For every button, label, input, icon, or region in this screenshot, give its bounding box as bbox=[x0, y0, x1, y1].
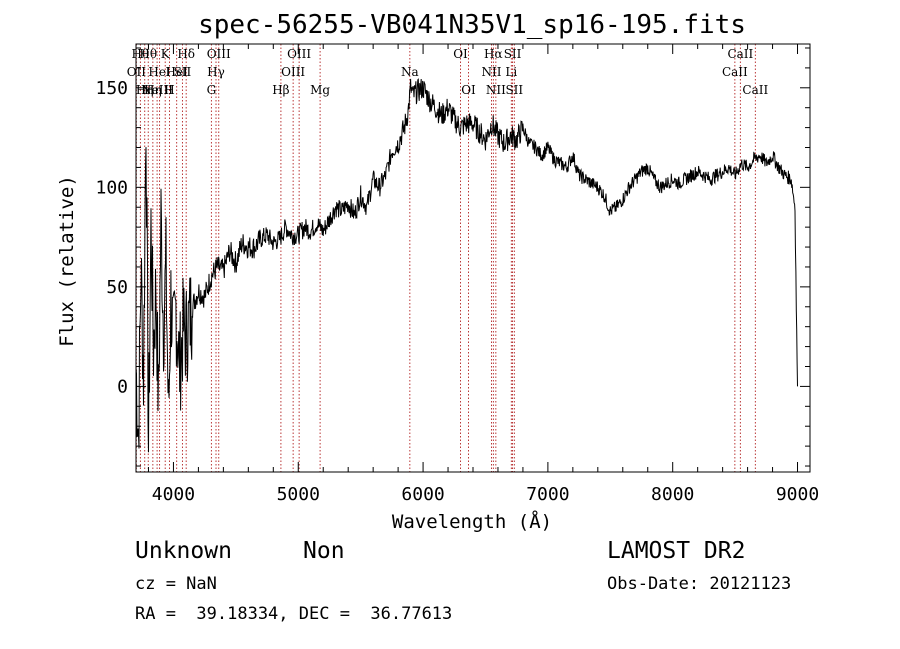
emission-line-label: OIII bbox=[207, 47, 231, 61]
line-labels: OIIHθHηHθHηNeIIIHeIKHHeISIIHδGHγOIIIHβOI… bbox=[127, 47, 769, 97]
survey-name: LAMOST DR2 bbox=[607, 538, 746, 564]
redshift-text: cz = NaN bbox=[135, 574, 217, 594]
emission-line-label: Hθ bbox=[139, 47, 157, 61]
emission-line-label: Li bbox=[505, 65, 517, 79]
emission-line-label: SII bbox=[174, 65, 192, 79]
emission-line-label: Hη bbox=[136, 83, 154, 97]
emission-line-label: CaII bbox=[742, 83, 768, 97]
y-axis-label: Flux (relative) bbox=[56, 175, 78, 347]
emission-line-label: Hη bbox=[144, 83, 162, 97]
y-tick-label: 50 bbox=[106, 277, 128, 298]
x-tick-label: 9000 bbox=[776, 484, 819, 505]
emission-line-label: K bbox=[161, 47, 171, 61]
emission-line-label: NII bbox=[481, 65, 501, 79]
y-tick-label: 0 bbox=[117, 376, 128, 397]
object-class: Unknown bbox=[135, 538, 232, 564]
emission-line-label: SII bbox=[504, 47, 522, 61]
x-tick-label: 5000 bbox=[277, 484, 320, 505]
emission-line-label: Hβ bbox=[272, 83, 289, 97]
emission-line-label: G bbox=[207, 83, 217, 97]
obs-date-text: Obs-Date: 20121123 bbox=[607, 574, 792, 594]
chart-title: spec-56255-VB041N35V1_sp16-195.fits bbox=[198, 10, 746, 40]
emission-line-label: CaII bbox=[727, 47, 753, 61]
emission-line-label: HeI bbox=[166, 65, 189, 79]
x-axis-label: Wavelength (Å) bbox=[392, 510, 552, 533]
x-tick-label: 6000 bbox=[401, 484, 444, 505]
emission-line-label: Na bbox=[401, 65, 419, 79]
plot-frame bbox=[135, 43, 811, 473]
emission-line-label: Mg bbox=[310, 83, 330, 97]
emission-line-label: NII bbox=[486, 83, 506, 97]
object-subclass: Non bbox=[303, 538, 345, 564]
emission-line-label: OI bbox=[461, 83, 476, 97]
emission-line-label: SII bbox=[505, 83, 523, 97]
emission-line-label: Hα bbox=[484, 47, 503, 61]
emission-line-label: Hδ bbox=[177, 47, 195, 61]
emission-line-label: Hγ bbox=[207, 65, 225, 79]
emission-line-label: OIII bbox=[287, 47, 311, 61]
coordinates-text: RA = 39.18334, DEC = 36.77613 bbox=[135, 604, 453, 624]
emission-line-label: H bbox=[164, 83, 174, 97]
x-tick-label: 7000 bbox=[526, 484, 569, 505]
spectrum-line bbox=[135, 78, 798, 453]
x-axis: 4000 5000 6000 7000 8000 9000 bbox=[147, 44, 819, 505]
x-tick-label: 8000 bbox=[651, 484, 694, 505]
y-tick-label: 150 bbox=[95, 78, 128, 99]
emission-line-label: NeIII bbox=[141, 83, 173, 97]
y-axis: 0 50 100 150 bbox=[95, 47, 810, 467]
emission-line-label: OI bbox=[453, 47, 468, 61]
emission-line-label: CaII bbox=[722, 65, 748, 79]
emission-line-label: HeI bbox=[148, 65, 171, 79]
x-tick-label: 4000 bbox=[152, 484, 195, 505]
y-tick-label: 100 bbox=[95, 177, 128, 198]
emission-line-label: OIII bbox=[281, 65, 305, 79]
emission-lines bbox=[135, 44, 756, 472]
